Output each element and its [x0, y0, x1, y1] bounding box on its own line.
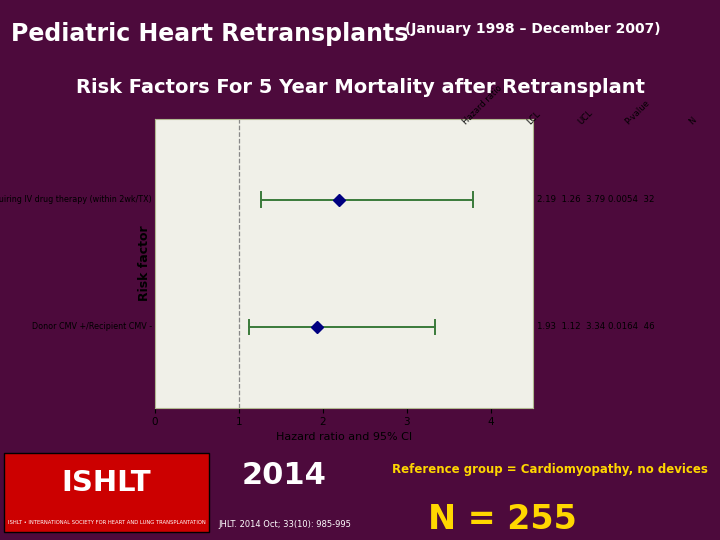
- Y-axis label: Risk factor: Risk factor: [138, 225, 150, 301]
- Text: Reference group = Cardiomyopathy, no devices: Reference group = Cardiomyopathy, no dev…: [392, 463, 708, 476]
- Text: 1.93  1.12  3.34 0.0164  46: 1.93 1.12 3.34 0.0164 46: [536, 322, 654, 332]
- Text: Donor CMV +/Recipient CMV -: Donor CMV +/Recipient CMV -: [32, 322, 152, 332]
- Text: Hazard ratio: Hazard ratio: [461, 84, 504, 127]
- Text: LCL: LCL: [526, 110, 543, 127]
- Text: (January 1998 – December 2007): (January 1998 – December 2007): [400, 22, 660, 36]
- Text: 2.19  1.26  3.79 0.0054  32: 2.19 1.26 3.79 0.0054 32: [536, 195, 654, 204]
- Text: 2014: 2014: [242, 461, 327, 490]
- Text: P-value: P-value: [623, 99, 651, 127]
- Text: ISHLT: ISHLT: [62, 469, 151, 497]
- Text: N: N: [688, 116, 698, 127]
- Text: UCL: UCL: [576, 109, 594, 127]
- Text: Risk Factors For 5 Year Mortality after Retransplant: Risk Factors For 5 Year Mortality after …: [76, 78, 644, 97]
- Text: N = 255: N = 255: [428, 503, 577, 536]
- Text: Pediatric Heart Retransplants: Pediatric Heart Retransplants: [11, 22, 408, 45]
- Text: ISHLT • INTERNATIONAL SOCIETY FOR HEART AND LUNG TRANSPLANTATION: ISHLT • INTERNATIONAL SOCIETY FOR HEART …: [8, 520, 205, 525]
- FancyBboxPatch shape: [4, 453, 209, 532]
- X-axis label: Hazard ratio and 95% CI: Hazard ratio and 95% CI: [276, 431, 412, 442]
- Text: JHLT. 2014 Oct; 33(10): 985-995: JHLT. 2014 Oct; 33(10): 985-995: [218, 519, 351, 529]
- Text: Infection requiring IV drug therapy (within 2wk/TX): Infection requiring IV drug therapy (wit…: [0, 195, 152, 204]
